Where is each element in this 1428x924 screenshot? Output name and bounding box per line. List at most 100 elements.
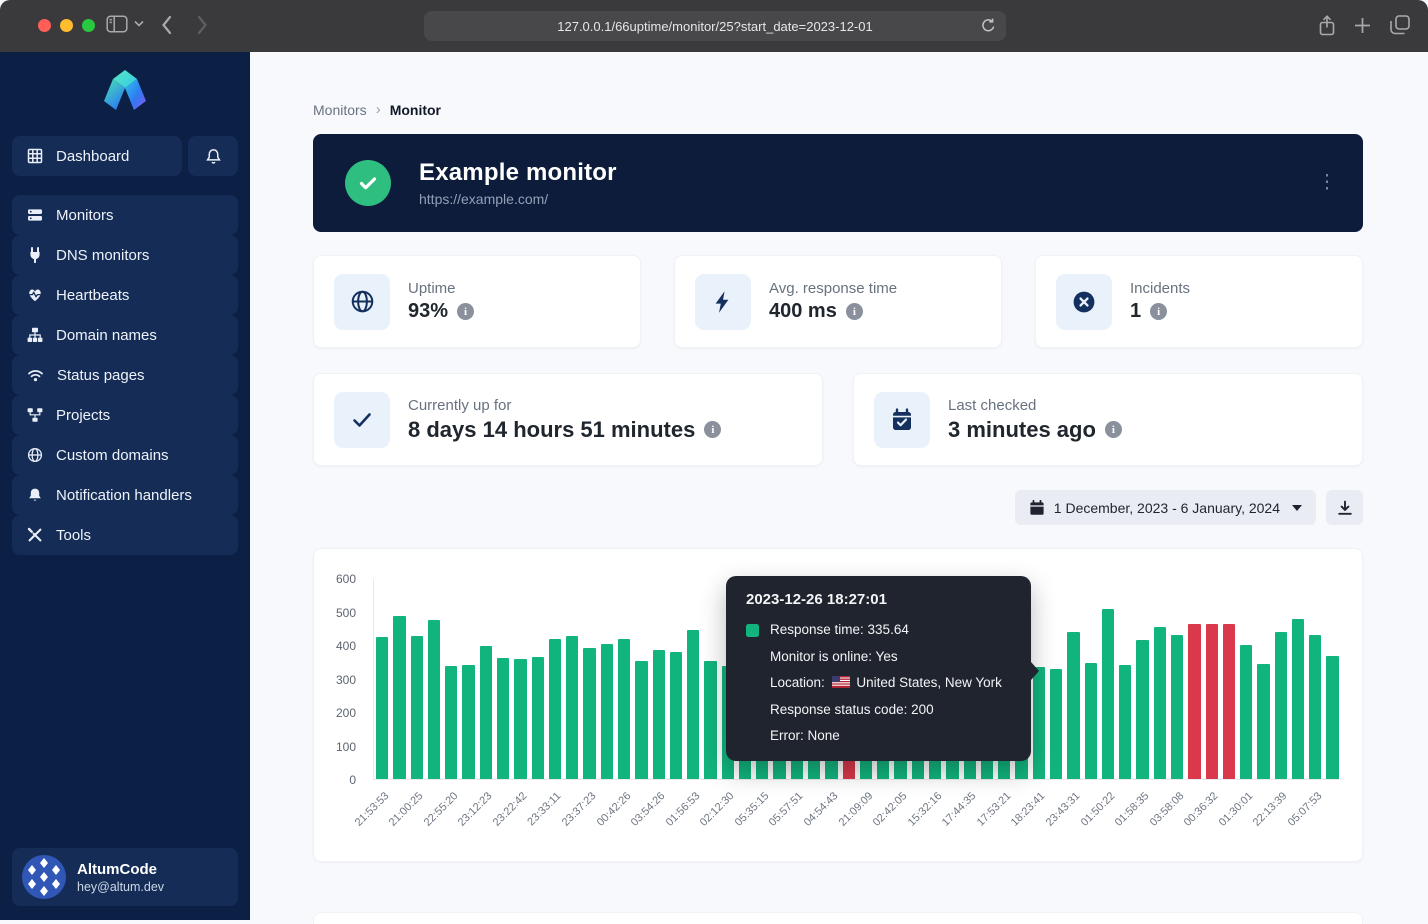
uptime-duration-card: Currently up for 8 days 14 hours 51 minu… — [313, 373, 823, 466]
bar[interactable] — [1154, 627, 1166, 779]
sidebar-item-tools[interactable]: Tools — [12, 515, 238, 555]
bar[interactable] — [1188, 624, 1200, 779]
info-icon[interactable]: i — [704, 421, 721, 438]
bar[interactable] — [1119, 665, 1131, 779]
breadcrumb-monitors-link[interactable]: Monitors — [313, 102, 367, 118]
bar[interactable] — [601, 644, 613, 779]
calendar-icon — [1029, 500, 1045, 516]
user-email: hey@altum.dev — [77, 880, 164, 894]
bar[interactable] — [1275, 632, 1287, 779]
globe-icon — [334, 274, 390, 330]
bar[interactable] — [1050, 669, 1062, 779]
sidebar-item-notification-handlers[interactable]: Notification handlers — [12, 475, 238, 515]
sidebar-item-dns-monitors[interactable]: DNS monitors — [12, 235, 238, 275]
bar[interactable] — [1326, 656, 1338, 779]
sidebar-item-projects[interactable]: Projects — [12, 395, 238, 435]
bar[interactable] — [1085, 663, 1097, 779]
bar[interactable] — [635, 661, 647, 779]
user-account-card[interactable]: AltumCode hey@altum.dev — [12, 848, 238, 906]
bar[interactable] — [1102, 609, 1114, 779]
tab-overview-icon[interactable] — [1389, 14, 1411, 36]
bar[interactable] — [1171, 635, 1183, 779]
y-tick-label: 300 — [336, 673, 356, 687]
sidebar-item-label: Custom domains — [56, 447, 169, 464]
last-checked-card: Last checked 3 minutes agoi — [853, 373, 1363, 466]
bar[interactable] — [532, 657, 544, 779]
monitor-url: https://example.com/ — [419, 191, 1317, 207]
sidebar-item-monitors[interactable]: Monitors — [12, 195, 238, 235]
bell-icon — [205, 148, 222, 165]
bar[interactable] — [497, 658, 509, 779]
bar[interactable] — [653, 650, 665, 779]
monitor-header-card: Example monitor https://example.com/ ⋮ — [313, 134, 1363, 232]
bar[interactable] — [462, 665, 474, 779]
tooltip-response-time: Response time: 335.64 — [746, 617, 1011, 644]
chart-tooltip: 2023-12-26 18:27:01 Response time: 335.6… — [726, 576, 1031, 761]
sidebar-item-label: Heartbeats — [56, 287, 129, 304]
sidebar-item-label: DNS monitors — [56, 247, 149, 264]
sidebar-item-heartbeats[interactable]: Heartbeats — [12, 275, 238, 315]
bar[interactable] — [428, 620, 440, 779]
monitor-name: Example monitor — [419, 159, 1317, 187]
sidebar-item-custom-domains[interactable]: Custom domains — [12, 435, 238, 475]
monitor-menu-button[interactable]: ⋮ — [1317, 179, 1337, 187]
bar[interactable] — [1136, 640, 1148, 779]
check-icon — [334, 392, 390, 448]
minimize-window-button[interactable] — [60, 19, 73, 32]
bar[interactable] — [376, 637, 388, 779]
bar[interactable] — [1257, 664, 1269, 779]
sidebar-item-label: Status pages — [57, 367, 145, 384]
new-tab-icon[interactable] — [1353, 16, 1372, 35]
uptime-value: 93% — [408, 300, 448, 323]
sidebar-item-status-pages[interactable]: Status pages — [12, 355, 238, 395]
bar[interactable] — [566, 636, 578, 779]
bar[interactable] — [445, 666, 457, 779]
bar[interactable] — [670, 652, 682, 779]
reload-icon[interactable] — [980, 17, 997, 34]
sidebar-item-label: Monitors — [56, 207, 114, 224]
info-icon[interactable]: i — [1105, 421, 1122, 438]
notifications-button[interactable] — [188, 136, 238, 176]
sidebar-item-dashboard[interactable]: Dashboard — [12, 136, 182, 176]
sidebar-item-label: Notification handlers — [56, 487, 192, 504]
bar[interactable] — [1067, 632, 1079, 779]
info-icon[interactable]: i — [1150, 303, 1167, 320]
bar[interactable] — [549, 639, 561, 779]
avg-response-label: Avg. response time — [769, 280, 897, 297]
bar[interactable] — [583, 648, 595, 779]
bar[interactable] — [480, 646, 492, 779]
bar[interactable] — [618, 639, 630, 779]
y-tick-label: 0 — [349, 773, 356, 787]
info-icon[interactable]: i — [846, 303, 863, 320]
info-icon[interactable]: i — [457, 303, 474, 320]
bar[interactable] — [393, 616, 405, 779]
check-icon — [357, 172, 379, 194]
bar[interactable] — [704, 661, 716, 779]
bar[interactable] — [514, 659, 526, 779]
bar[interactable] — [411, 636, 423, 779]
bar[interactable] — [687, 630, 699, 779]
y-tick-label: 600 — [336, 572, 356, 586]
breadcrumb: Monitors › Monitor — [313, 101, 1363, 118]
bar[interactable] — [1309, 635, 1321, 779]
share-icon[interactable] — [1316, 14, 1338, 38]
back-button[interactable] — [160, 14, 173, 36]
bar[interactable] — [1206, 624, 1218, 779]
bar[interactable] — [1240, 645, 1252, 779]
sidebar-item-domain-names[interactable]: Domain names — [12, 315, 238, 355]
date-range-value: 1 December, 2023 - 6 January, 2024 — [1054, 500, 1280, 516]
chevron-down-icon[interactable] — [134, 20, 144, 27]
bar[interactable] — [1223, 624, 1235, 779]
date-range-picker[interactable]: 1 December, 2023 - 6 January, 2024 — [1015, 490, 1316, 525]
forward-button[interactable] — [196, 14, 209, 36]
zoom-window-button[interactable] — [82, 19, 95, 32]
address-bar[interactable]: 127.0.0.1/66uptime/monitor/25?start_date… — [424, 11, 1006, 41]
close-window-button[interactable] — [38, 19, 51, 32]
bar[interactable] — [1292, 619, 1304, 779]
sidebar-toggle-icon[interactable] — [106, 14, 128, 34]
last-checked-label: Last checked — [948, 397, 1122, 414]
next-section-card — [313, 912, 1363, 924]
download-chart-button[interactable] — [1326, 490, 1363, 525]
bar-highlighted[interactable] — [1033, 667, 1045, 779]
user-name: AltumCode — [77, 861, 164, 878]
